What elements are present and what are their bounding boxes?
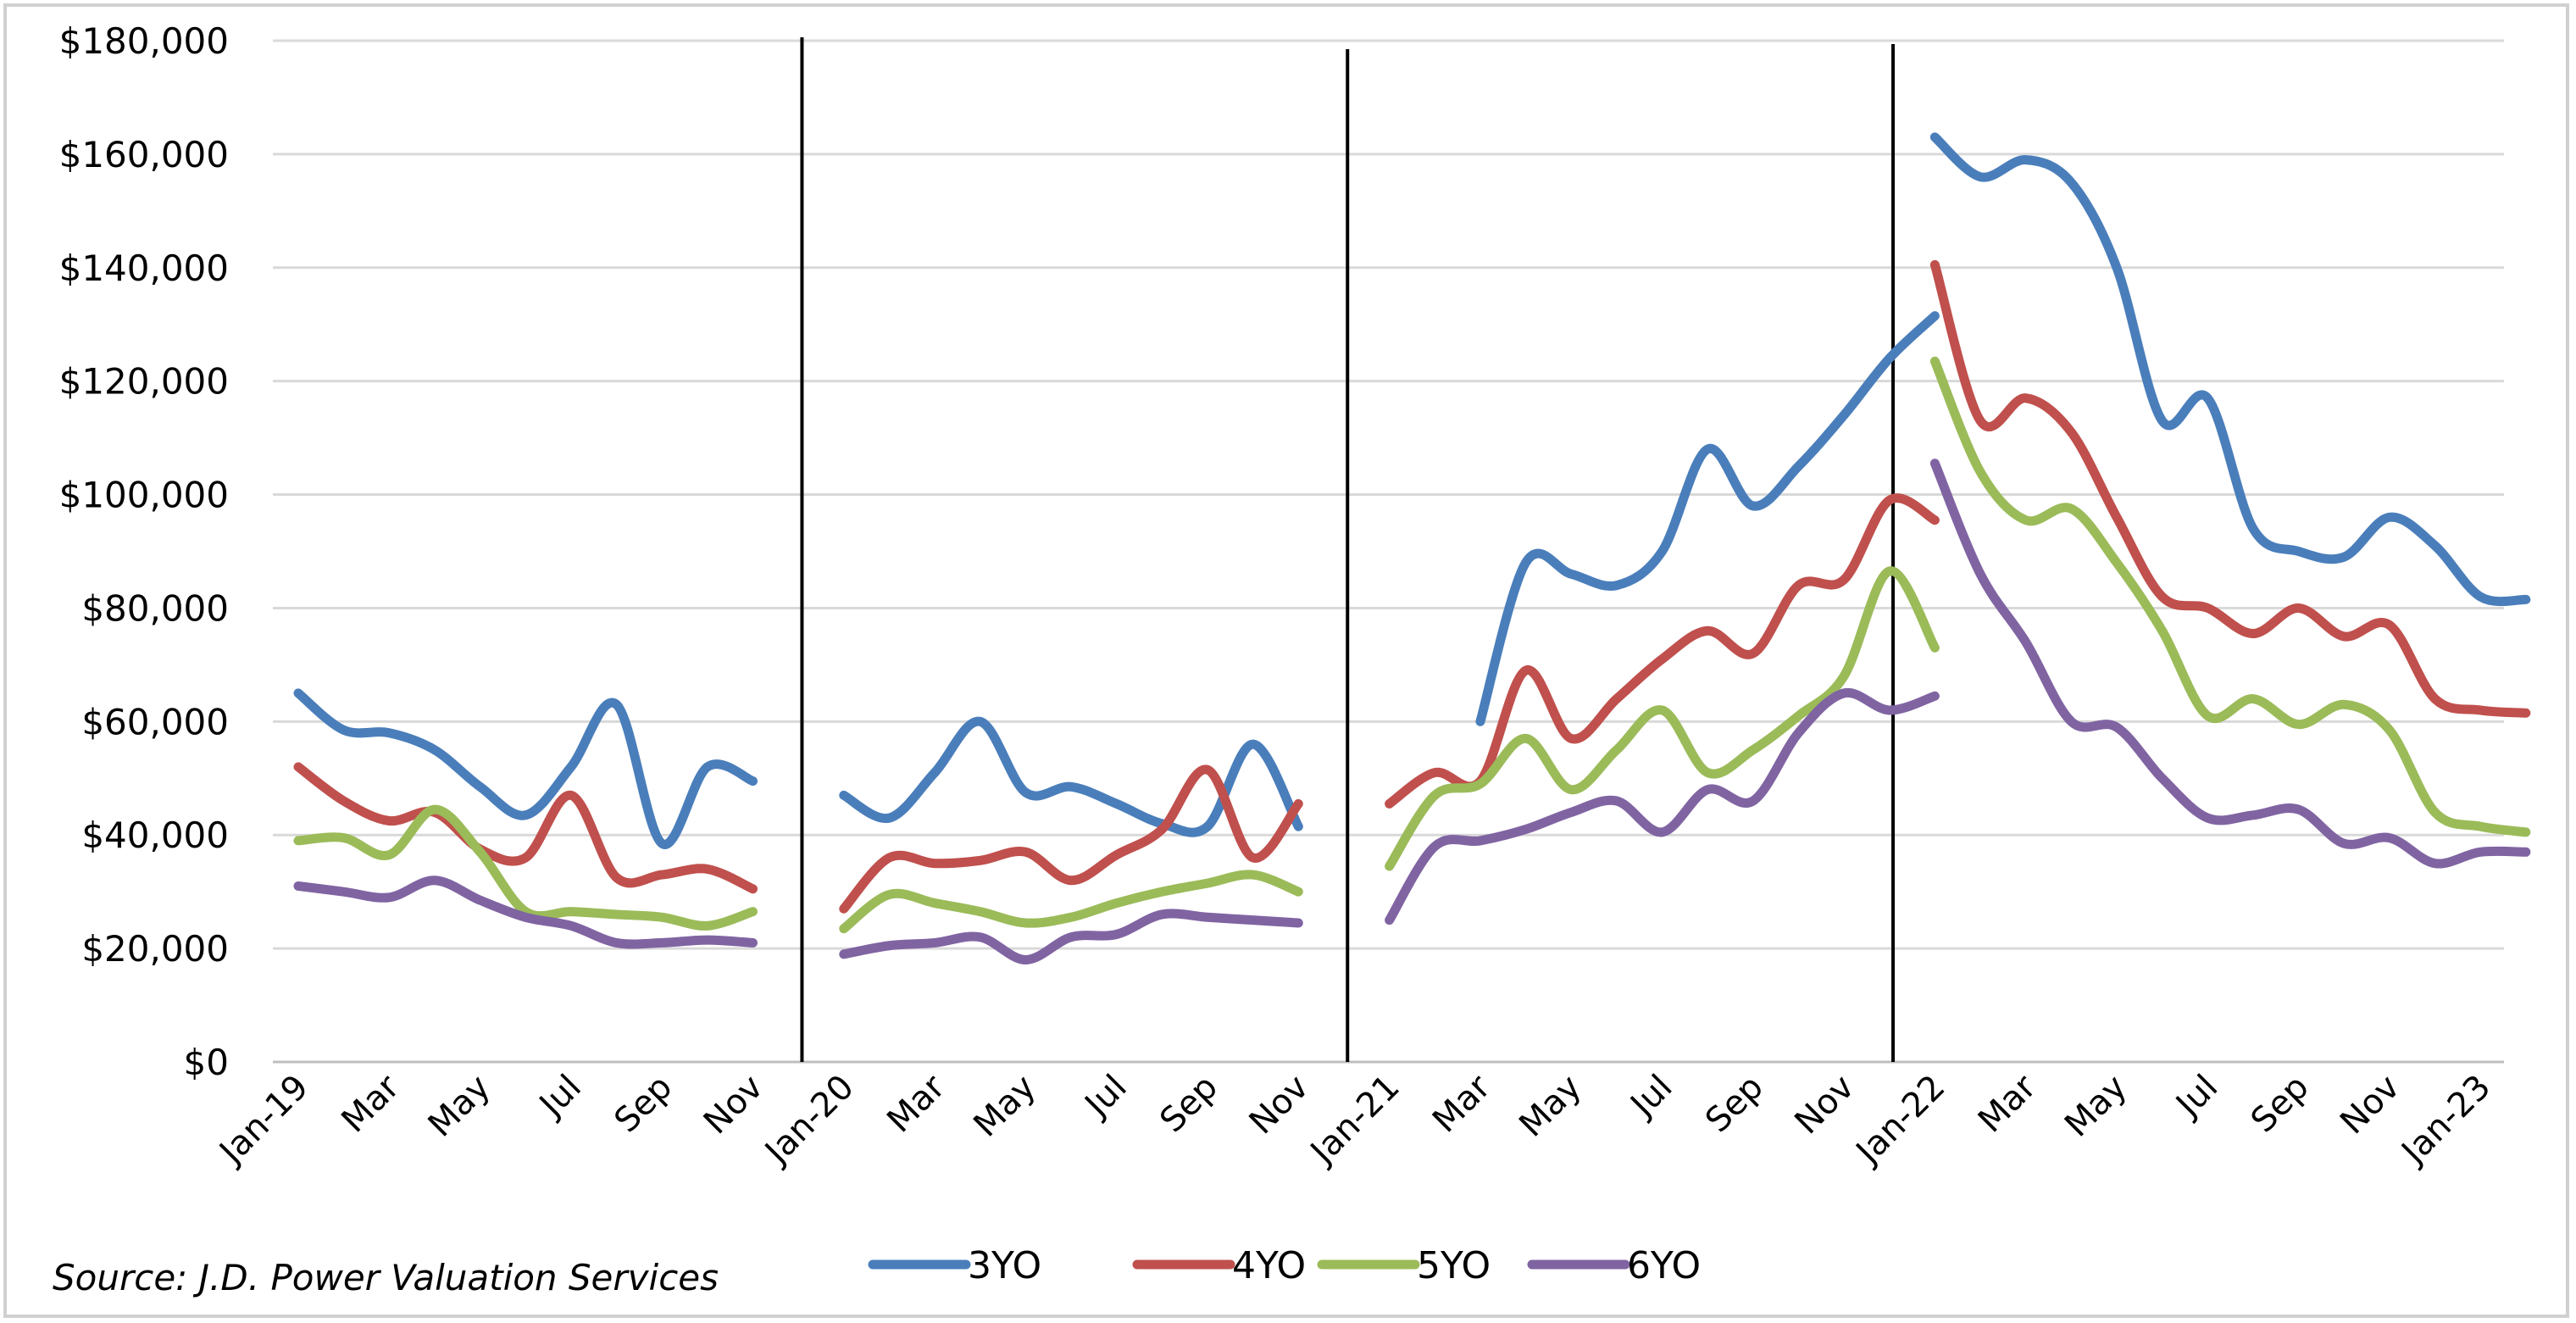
x-tick-label: Jan-21	[1302, 1068, 1407, 1173]
series-line	[293, 688, 758, 849]
series-line	[1475, 311, 1940, 726]
y-tick-label: $100,000	[59, 475, 229, 516]
y-tick-label: $140,000	[59, 247, 229, 289]
series-lines	[293, 132, 2531, 964]
x-tick-label: Jul	[1622, 1068, 1680, 1126]
y-tick-label: $80,000	[81, 587, 229, 629]
y-tick-label: $60,000	[81, 701, 229, 742]
series-line	[839, 716, 1303, 837]
legend-label: 3YO	[968, 1244, 1041, 1287]
x-tick-label: Sep	[607, 1068, 680, 1141]
series-6yo	[293, 459, 2531, 964]
legend-label: 5YO	[1417, 1244, 1491, 1287]
y-tick-label: $160,000	[59, 134, 229, 175]
x-tick-label: Jul	[530, 1068, 589, 1126]
series-line	[1385, 566, 1940, 871]
y-tick-label: $0	[184, 1042, 229, 1083]
legend-item: 6YO	[1527, 1244, 1701, 1287]
x-tick-label: Jul	[1076, 1068, 1135, 1126]
series-line	[293, 762, 758, 894]
series-line	[839, 764, 1303, 914]
source-note: Source: J.D. Power Valuation Services	[53, 1257, 719, 1298]
x-tick-label: Mar	[880, 1067, 952, 1140]
x-tick-label: Sep	[1698, 1068, 1771, 1141]
x-tick-label: Jul	[2168, 1068, 2226, 1126]
y-tick-label: $120,000	[59, 361, 229, 403]
series-line	[839, 870, 1303, 934]
legend: 3YO 4YO 5YO 6YO	[868, 1244, 1701, 1287]
y-tick-label: $20,000	[81, 928, 229, 970]
x-tick-label: May	[1512, 1068, 1589, 1145]
series-3yo	[293, 132, 2531, 849]
legend-item: 4YO	[1132, 1244, 1306, 1287]
x-tick-label: Mar	[1971, 1067, 2044, 1140]
year-dividers	[800, 37, 1896, 1062]
x-tick-label: May	[421, 1068, 498, 1145]
chart-frame	[3, 3, 2569, 1318]
series-line	[1929, 132, 2531, 607]
x-tick-label: Mar	[334, 1067, 407, 1140]
x-tick-label: Nov	[697, 1068, 771, 1142]
x-tick-label: Mar	[1425, 1067, 1498, 1140]
series-line	[839, 909, 1303, 964]
legend-item: 3YO	[868, 1244, 1041, 1287]
x-tick-label: Jan-19	[211, 1068, 316, 1173]
series-line	[1929, 259, 2531, 718]
x-tick-label: May	[2057, 1068, 2135, 1145]
x-tick-label: Jan-22	[1847, 1068, 1952, 1173]
x-tick-label: Nov	[1787, 1068, 1862, 1142]
x-tick-label: Jan-23	[2393, 1068, 2498, 1173]
x-tick-label: May	[966, 1068, 1043, 1145]
legend-label: 4YO	[1232, 1244, 1306, 1287]
x-tick-label: Nov	[2333, 1068, 2407, 1142]
series-line	[293, 876, 758, 949]
series-line	[1929, 356, 2531, 837]
x-tick-label: Nov	[1242, 1068, 1317, 1142]
gridlines	[273, 39, 2504, 1064]
series-5yo	[293, 356, 2531, 934]
y-tick-label: $180,000	[59, 20, 229, 62]
x-tick-label: Sep	[2244, 1068, 2317, 1141]
series-line	[1929, 459, 2531, 869]
y-axis-ticks: $0 $20,000 $40,000 $60,000 $80,000 $100,000 $1…	[59, 20, 229, 1083]
x-tick-label: Jan-20	[756, 1068, 861, 1173]
legend-item: 5YO	[1317, 1244, 1491, 1287]
series-line	[293, 804, 758, 931]
y-tick-label: $40,000	[81, 814, 229, 856]
x-tick-label: Sep	[1152, 1068, 1225, 1141]
series-line	[1385, 687, 1940, 926]
legend-label: 6YO	[1627, 1244, 1701, 1287]
